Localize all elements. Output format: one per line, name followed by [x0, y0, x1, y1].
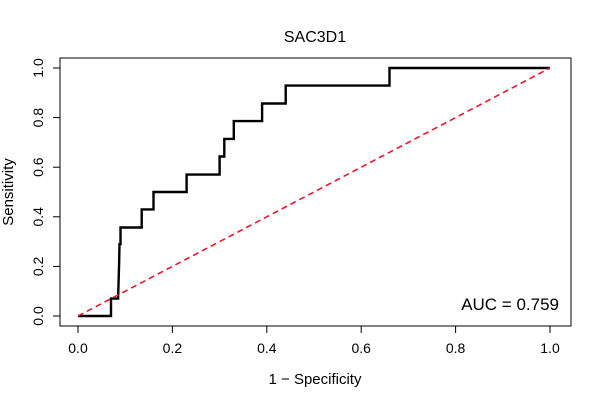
x-axis: 0.0 0.2 0.4 0.6 0.8 1.0 [68, 325, 560, 356]
x-tick-label: 0.6 [351, 340, 371, 356]
y-tick-label: 0.2 [30, 256, 46, 276]
x-tick-label: 0.4 [257, 340, 277, 356]
y-axis: 0.0 0.2 0.4 0.6 0.8 1.0 [30, 58, 61, 326]
y-tick-label: 0.8 [30, 108, 46, 128]
y-tick-label: 0.4 [30, 207, 46, 227]
y-tick-label: 0.6 [30, 157, 46, 177]
y-axis-label: Sensitivity [0, 158, 17, 226]
plot-area [77, 66, 551, 318]
x-tick-label: 0.0 [68, 340, 88, 356]
auc-annotation: AUC = 0.759 [461, 295, 559, 314]
y-tick-label: 0.0 [30, 306, 46, 326]
x-tick-label: 0.8 [446, 340, 466, 356]
x-axis-label: 1 − Specificity [269, 371, 362, 388]
x-tick-label: 1.0 [540, 340, 560, 356]
roc-curve [78, 66, 550, 318]
reference-diagonal-line [77, 67, 551, 317]
chart-title: SAC3D1 [284, 29, 346, 46]
y-tick-label: 1.0 [30, 58, 46, 78]
x-tick-label: 0.2 [163, 340, 183, 356]
